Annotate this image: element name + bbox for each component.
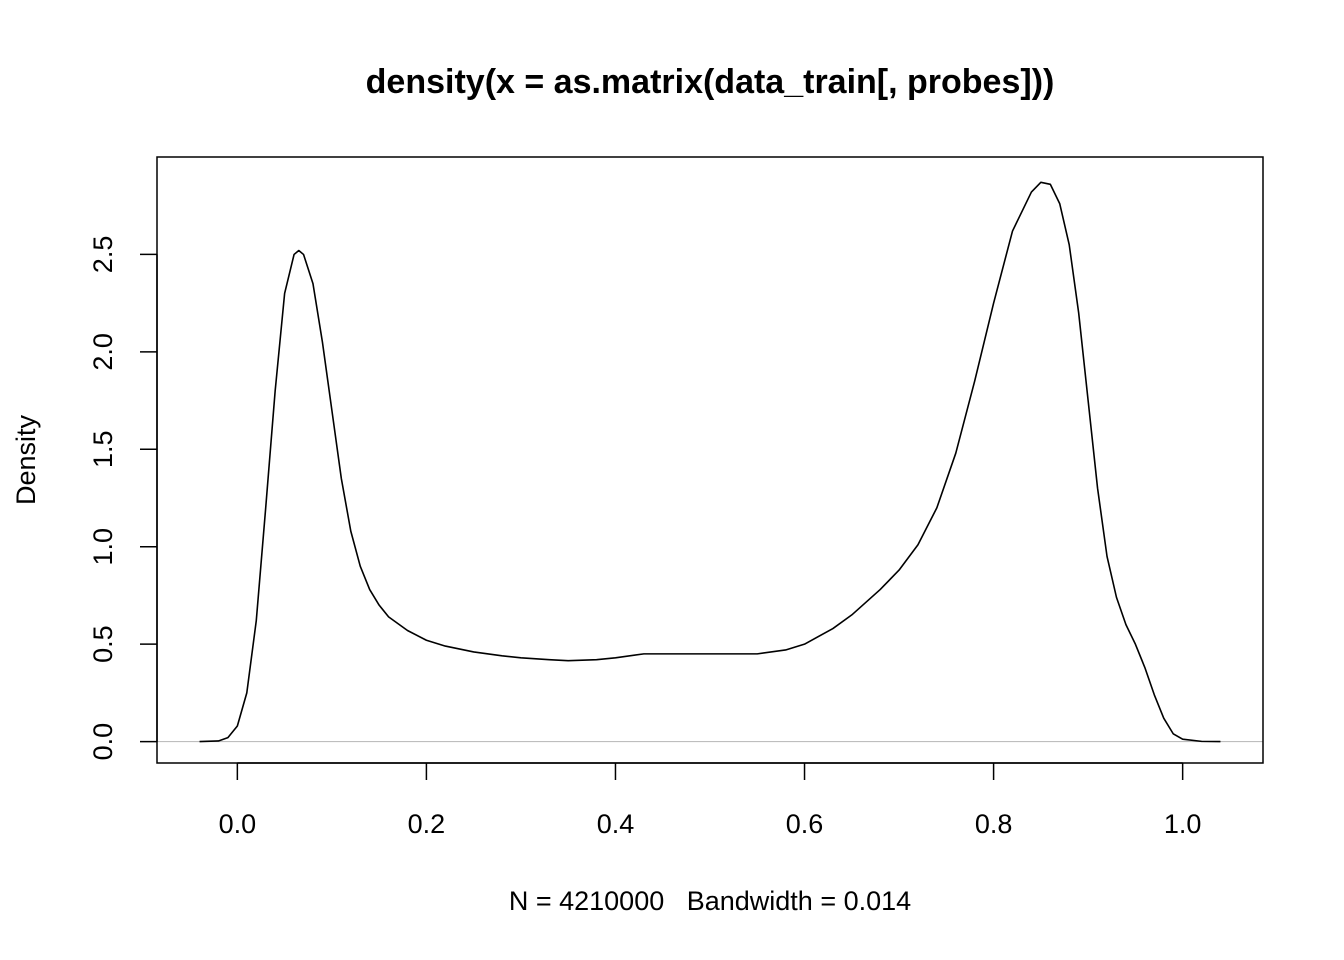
y-tick-label: 1.5 — [88, 431, 118, 469]
plot-area — [157, 181, 1263, 743]
density-curve — [199, 181, 1221, 743]
chart-title: density(x = as.matrix(data_train[, probe… — [366, 63, 1055, 101]
x-tick-label: 0.6 — [786, 809, 824, 839]
y-tick-label: 0.5 — [88, 625, 118, 663]
x-tick-label: 0.8 — [975, 809, 1013, 839]
x-axis: 0.0 0.2 0.4 0.6 0.8 1.0 — [219, 762, 1202, 839]
plot-frame — [156, 156, 1264, 764]
y-tick-label: 1.0 — [88, 528, 118, 566]
x-tick-label: 0.0 — [219, 809, 257, 839]
y-tick-label: 2.0 — [88, 333, 118, 371]
x-tick-label: 0.2 — [408, 809, 446, 839]
x-axis-label: N = 4210000 Bandwidth = 0.014 — [509, 886, 911, 916]
y-tick-label: 0.0 — [88, 723, 118, 761]
x-tick-label: 1.0 — [1164, 809, 1202, 839]
y-axis-label: Density — [11, 414, 41, 505]
y-tick-label: 2.5 — [88, 236, 118, 274]
x-tick-label: 0.4 — [597, 809, 635, 839]
y-axis: 0.0 0.5 1.0 1.5 2.0 2.5 — [88, 236, 158, 761]
